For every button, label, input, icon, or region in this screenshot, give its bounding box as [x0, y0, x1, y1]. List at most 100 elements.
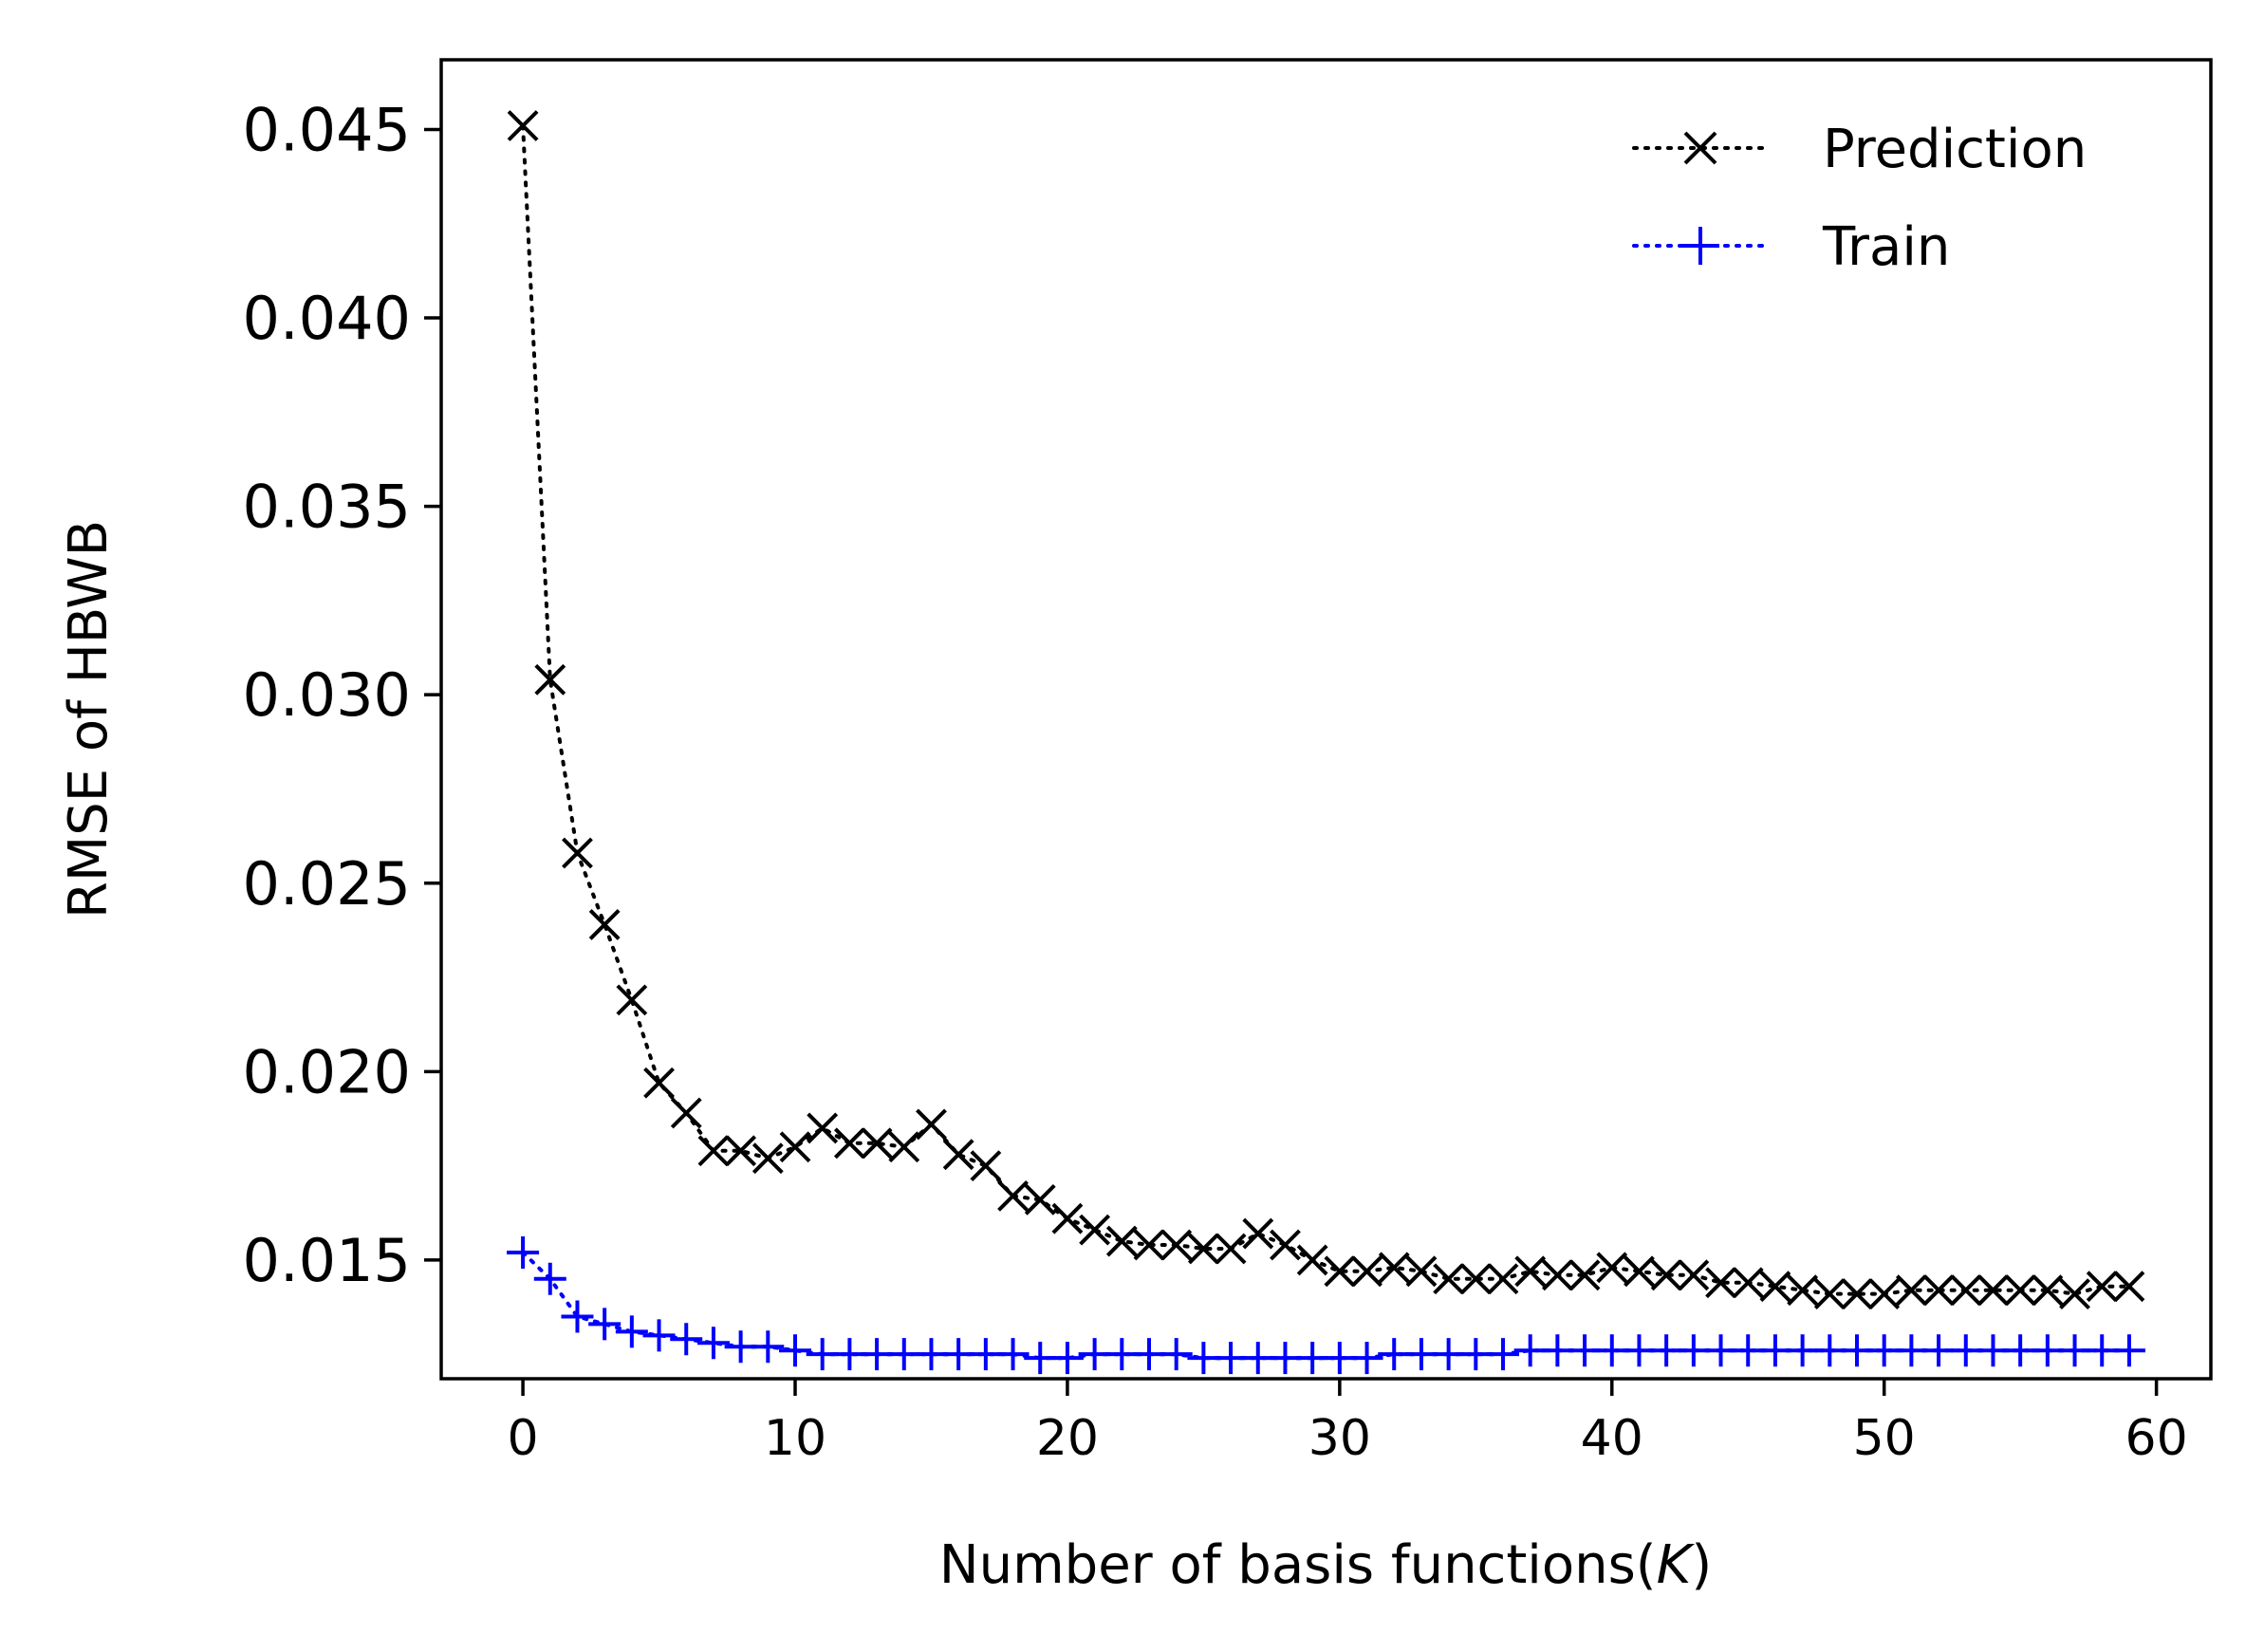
data-point-prediction — [888, 1131, 920, 1163]
data-point-train — [1296, 1342, 1329, 1375]
data-point-prediction — [725, 1135, 757, 1167]
data-point-prediction — [1459, 1263, 1492, 1295]
data-point-prediction — [779, 1131, 811, 1163]
x-axis: 0 10 20 30 40 50 60 — [508, 1379, 2188, 1467]
data-point-train — [1215, 1342, 1248, 1375]
data-point-prediction — [1351, 1255, 1383, 1288]
data-point-train — [1595, 1334, 1628, 1367]
data-point-train — [1976, 1334, 2010, 1367]
data-point-train — [1922, 1334, 1956, 1367]
x-axis-title-close: ) — [1691, 1534, 1712, 1596]
legend: Prediction Train — [1632, 119, 2087, 278]
data-point-prediction — [1215, 1233, 1247, 1265]
y-tick-label: 0.030 — [243, 660, 412, 730]
y-tick-label: 0.025 — [243, 849, 412, 919]
data-point-train — [942, 1338, 975, 1371]
data-point-train — [1813, 1334, 1846, 1367]
data-point-train — [1432, 1338, 1465, 1371]
data-point-prediction — [1813, 1278, 1846, 1310]
data-point-train — [1513, 1334, 1547, 1367]
legend-entry-train: Train — [1632, 216, 1950, 278]
data-point-train — [1105, 1338, 1139, 1371]
data-point-train — [1541, 1334, 1574, 1367]
data-point-prediction — [1922, 1274, 1955, 1307]
data-point-prediction — [861, 1127, 893, 1160]
data-point-prediction — [1079, 1214, 1111, 1246]
data-point-train — [1187, 1342, 1220, 1375]
y-tick-label: 0.035 — [243, 473, 412, 542]
data-point-train — [1841, 1334, 1873, 1367]
data-point-train — [1732, 1334, 1765, 1367]
data-point-prediction — [1514, 1255, 1547, 1288]
data-point-prediction — [2032, 1274, 2064, 1307]
data-point-prediction — [507, 110, 539, 141]
data-point-train — [1623, 1334, 1656, 1367]
data-point-train — [1269, 1342, 1302, 1375]
legend-marker-x-icon — [1683, 131, 1717, 165]
data-point-prediction — [1187, 1233, 1219, 1265]
data-point-prediction — [1324, 1255, 1356, 1288]
data-point-prediction — [1541, 1259, 1573, 1291]
data-point-train — [588, 1308, 622, 1341]
data-point-train — [507, 1235, 540, 1269]
data-point-prediction — [616, 984, 648, 1016]
y-tick-label: 0.040 — [243, 284, 412, 353]
x-tick-label: 40 — [1581, 1410, 1643, 1467]
data-point-train — [861, 1338, 894, 1371]
data-point-train — [1323, 1342, 1356, 1375]
data-point-prediction — [1650, 1259, 1682, 1291]
data-point-prediction — [752, 1142, 784, 1175]
data-point-train — [1867, 1334, 1901, 1367]
data-point-prediction — [697, 1135, 730, 1167]
data-point-prediction — [1405, 1255, 1438, 1288]
data-point-train — [2004, 1334, 2037, 1367]
data-point-prediction — [1841, 1278, 1873, 1310]
data-point-prediction — [1624, 1255, 1655, 1288]
data-point-train — [1895, 1334, 1928, 1367]
x-axis-title-variable: K — [1657, 1534, 1696, 1596]
data-point-train — [1350, 1342, 1383, 1375]
y-axis-title: RMSE of HBWB — [58, 520, 120, 919]
y-tick-label: 0.015 — [243, 1226, 412, 1295]
data-point-prediction — [1732, 1267, 1764, 1299]
data-point-prediction — [942, 1139, 974, 1171]
data-point-prediction — [1787, 1274, 1819, 1307]
x-tick-label: 30 — [1308, 1410, 1371, 1467]
data-point-prediction — [2113, 1271, 2145, 1303]
data-point-train — [833, 1338, 866, 1371]
plot-frame — [439, 58, 2213, 1381]
data-point-prediction — [1024, 1183, 1056, 1216]
y-tick-label: 0.045 — [243, 95, 412, 164]
x-axis-title: Number of basis functions(K) — [939, 1534, 1712, 1596]
legend-label-prediction: Prediction — [1823, 119, 2087, 180]
data-point-prediction — [1895, 1274, 1927, 1307]
data-point-train — [1758, 1334, 1791, 1367]
data-point-prediction — [833, 1127, 865, 1160]
data-point-train — [615, 1315, 648, 1348]
legend-marker-plus-icon — [1681, 227, 1719, 265]
data-point-train — [1487, 1338, 1519, 1371]
data-point-train — [1677, 1334, 1710, 1367]
data-point-prediction — [1270, 1229, 1301, 1261]
data-point-train — [1704, 1334, 1737, 1367]
data-point-train — [1241, 1342, 1274, 1375]
data-point-prediction — [2004, 1274, 2036, 1307]
data-point-train — [915, 1338, 948, 1371]
data-point-train — [996, 1338, 1030, 1371]
data-point-train — [1459, 1338, 1493, 1371]
plot-series-layer — [507, 110, 2145, 1375]
data-point-train — [1786, 1334, 1819, 1367]
data-point-prediction — [562, 837, 593, 869]
x-tick-label: 50 — [1853, 1410, 1916, 1467]
y-tick-label: 0.020 — [243, 1037, 412, 1106]
data-point-prediction — [1433, 1263, 1465, 1295]
data-point-train — [533, 1262, 566, 1295]
legend-label-train: Train — [1822, 216, 1950, 278]
data-point-prediction — [807, 1112, 839, 1144]
data-point-train — [2112, 1334, 2145, 1367]
data-point-prediction — [1759, 1271, 1791, 1303]
data-point-prediction — [970, 1150, 1002, 1182]
data-point-prediction — [1868, 1278, 1901, 1310]
